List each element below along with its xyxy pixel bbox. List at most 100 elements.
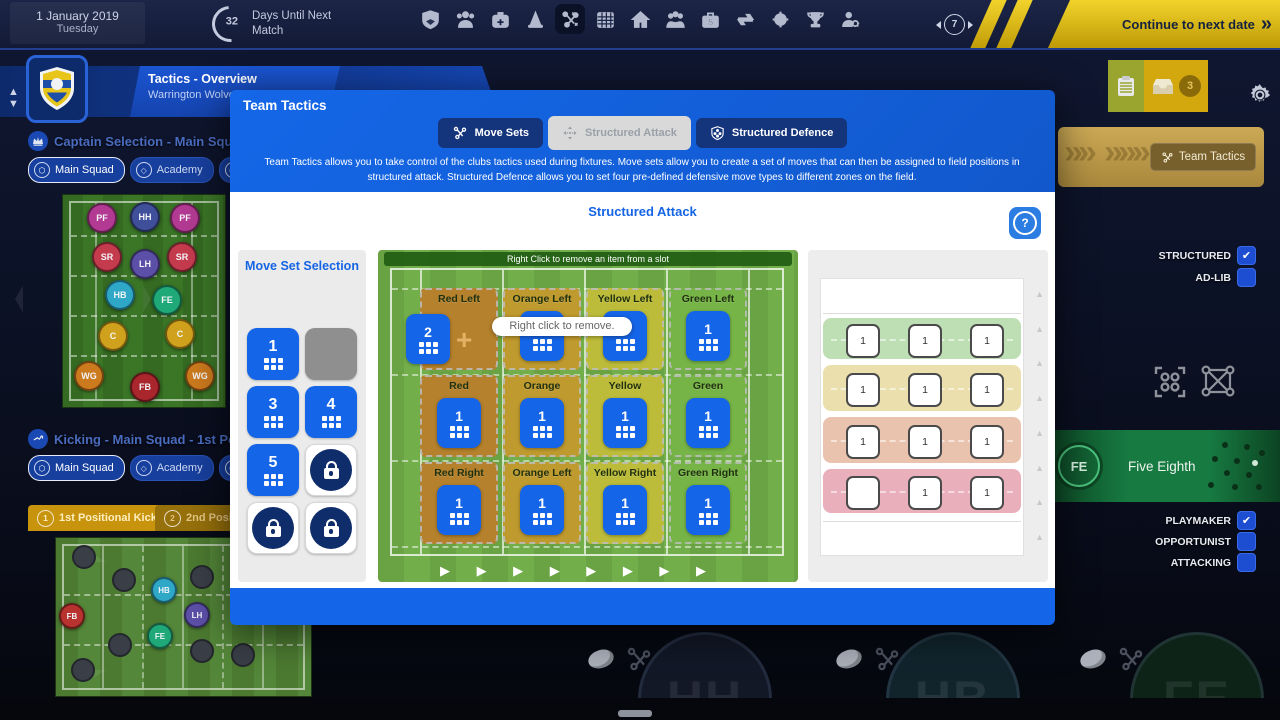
move-set-tile-1[interactable]: 1	[247, 328, 299, 380]
playmaker-checkbox[interactable]: ✔	[1237, 511, 1256, 530]
player-dot[interactable]	[108, 633, 132, 657]
up-arrow[interactable]: ▲	[1035, 531, 1044, 542]
slot-cell[interactable]: 1	[846, 373, 880, 407]
medical-icon[interactable]	[488, 7, 512, 31]
zone-tile[interactable]: 1	[686, 398, 730, 448]
zone-green[interactable]: Green 1	[669, 375, 747, 457]
training-cone-icon[interactable]	[523, 7, 547, 31]
fans-icon[interactable]	[663, 7, 687, 31]
position-dot[interactable]: PF	[170, 203, 200, 233]
squad-icon[interactable]	[453, 7, 477, 31]
zone-yellow[interactable]: Yellow 1	[586, 375, 664, 457]
zone-tile[interactable]: 1	[437, 485, 481, 535]
player-dot[interactable]	[190, 639, 214, 663]
attacking-checkbox[interactable]	[1237, 553, 1256, 572]
player-dot[interactable]	[71, 658, 95, 682]
opportunist-checkbox[interactable]	[1237, 532, 1256, 551]
play-arrow[interactable]: ▶	[586, 563, 597, 578]
play-arrow[interactable]: ▶	[476, 563, 487, 578]
zone-tile[interactable]: 1	[437, 398, 481, 448]
help-button[interactable]: ?	[1009, 207, 1041, 239]
finances-icon[interactable]: $	[698, 7, 722, 31]
play-arrow[interactable]: ▶	[549, 563, 560, 578]
competitions-trophy-icon[interactable]	[803, 7, 827, 31]
pager-count[interactable]: 7	[944, 14, 965, 35]
slot-cell[interactable]: 1	[970, 476, 1004, 510]
zone-tile[interactable]: 1	[686, 485, 730, 535]
filter-main-squad[interactable]: ⬡ Main Squad	[28, 455, 125, 481]
play-arrow[interactable]: ▶	[513, 563, 524, 578]
tactics-icon[interactable]	[558, 7, 582, 31]
formation-scan-icon[interactable]	[1152, 364, 1188, 405]
slot-cell[interactable]: 1	[846, 425, 880, 459]
zone-yellow-right[interactable]: Yellow Right 1	[586, 462, 664, 544]
slot-cell[interactable]: 1	[846, 324, 880, 358]
player-dot[interactable]	[190, 565, 214, 589]
player-dot[interactable]	[112, 568, 136, 592]
club-crest[interactable]	[26, 55, 88, 123]
zone-orange[interactable]: Orange 1	[503, 375, 581, 457]
home-icon[interactable]	[628, 7, 652, 31]
inbox-badge[interactable]: 3	[1144, 60, 1208, 112]
player-dot[interactable]	[72, 545, 96, 569]
kicker-tab-1st[interactable]: 1 1st Positional Kicker	[28, 505, 177, 531]
play-arrow[interactable]: ▶	[440, 563, 450, 578]
position-dot[interactable]: FB	[59, 603, 85, 629]
position-dot[interactable]: HH	[130, 202, 160, 232]
scouting-icon[interactable]	[768, 7, 792, 31]
up-arrow[interactable]: ▲	[1035, 462, 1044, 473]
staff-icon[interactable]	[838, 7, 862, 31]
position-bar-five-eighth[interactable]: FE Five Eighth	[1046, 430, 1280, 502]
position-dot[interactable]: C	[98, 321, 128, 351]
zone-green-left[interactable]: Green Left 1	[669, 288, 747, 370]
zone-tile[interactable]: 1	[686, 311, 730, 361]
slot-cell[interactable]: 1	[908, 476, 942, 510]
slot-cell[interactable]: 1	[970, 425, 1004, 459]
slot-cell[interactable]: 1	[970, 373, 1004, 407]
pager-next-icon[interactable]	[968, 20, 973, 29]
up-arrow[interactable]: ▲	[1035, 323, 1044, 334]
pager-prev-icon[interactable]	[936, 20, 941, 29]
play-arrow[interactable]: ▶	[695, 563, 706, 578]
position-dot[interactable]: PF	[87, 203, 117, 233]
up-arrow[interactable]: ▲	[1035, 497, 1044, 508]
move-diagram-icon[interactable]	[1200, 364, 1236, 403]
position-dot[interactable]: FB	[130, 372, 160, 402]
move-set-tile-4[interactable]: 4	[305, 386, 357, 438]
move-set-tile-locked[interactable]	[305, 502, 357, 554]
filter-academy[interactable]: ◇ Academy	[129, 157, 214, 183]
zone-tile[interactable]: 1	[520, 398, 564, 448]
move-set-tile-3[interactable]: 3	[247, 386, 299, 438]
zone-tile[interactable]: 1	[603, 485, 647, 535]
move-set-tile-locked[interactable]	[247, 502, 299, 554]
zone-tile[interactable]: 1	[520, 485, 564, 535]
collapse-chevrons-icon[interactable]: ▲ ▼	[8, 86, 19, 111]
position-dot[interactable]: WG	[185, 361, 215, 391]
notes-badge[interactable]	[1108, 60, 1144, 112]
move-set-tile-5[interactable]: 5	[247, 444, 299, 496]
up-arrow[interactable]: ▲	[1035, 358, 1044, 369]
zone-orange-right[interactable]: Orange Left 1	[503, 462, 581, 544]
zone-red-right[interactable]: Red Right 1	[420, 462, 498, 544]
transfers-icon[interactable]	[733, 7, 757, 31]
zone-green-right[interactable]: Green Right 1	[669, 462, 747, 544]
position-dot[interactable]: C	[165, 319, 195, 349]
club-shield-icon[interactable]	[418, 7, 442, 31]
position-dot[interactable]: HB	[105, 280, 135, 310]
up-arrow[interactable]: ▲	[1035, 393, 1044, 404]
play-arrow[interactable]: ▶	[622, 563, 633, 578]
position-dot[interactable]: FE	[147, 623, 173, 649]
zone-red[interactable]: Red 1	[420, 375, 498, 457]
tab-structured-defence[interactable]: Structured Defence	[695, 118, 848, 148]
slot-cell[interactable]: 1	[908, 425, 942, 459]
position-dot[interactable]: WG	[74, 361, 104, 391]
player-dot[interactable]	[231, 643, 255, 667]
move-set-tile-empty[interactable]	[305, 328, 357, 380]
position-dot[interactable]: SR	[92, 242, 122, 272]
adlib-checkbox[interactable]	[1237, 268, 1256, 287]
up-arrow[interactable]: ▲	[1035, 427, 1044, 438]
move-set-tile-locked[interactable]	[305, 444, 357, 496]
filter-academy[interactable]: ◇ Academy	[129, 455, 214, 481]
taskbar-handle[interactable]	[618, 710, 652, 717]
play-arrow[interactable]: ▶	[659, 563, 670, 578]
